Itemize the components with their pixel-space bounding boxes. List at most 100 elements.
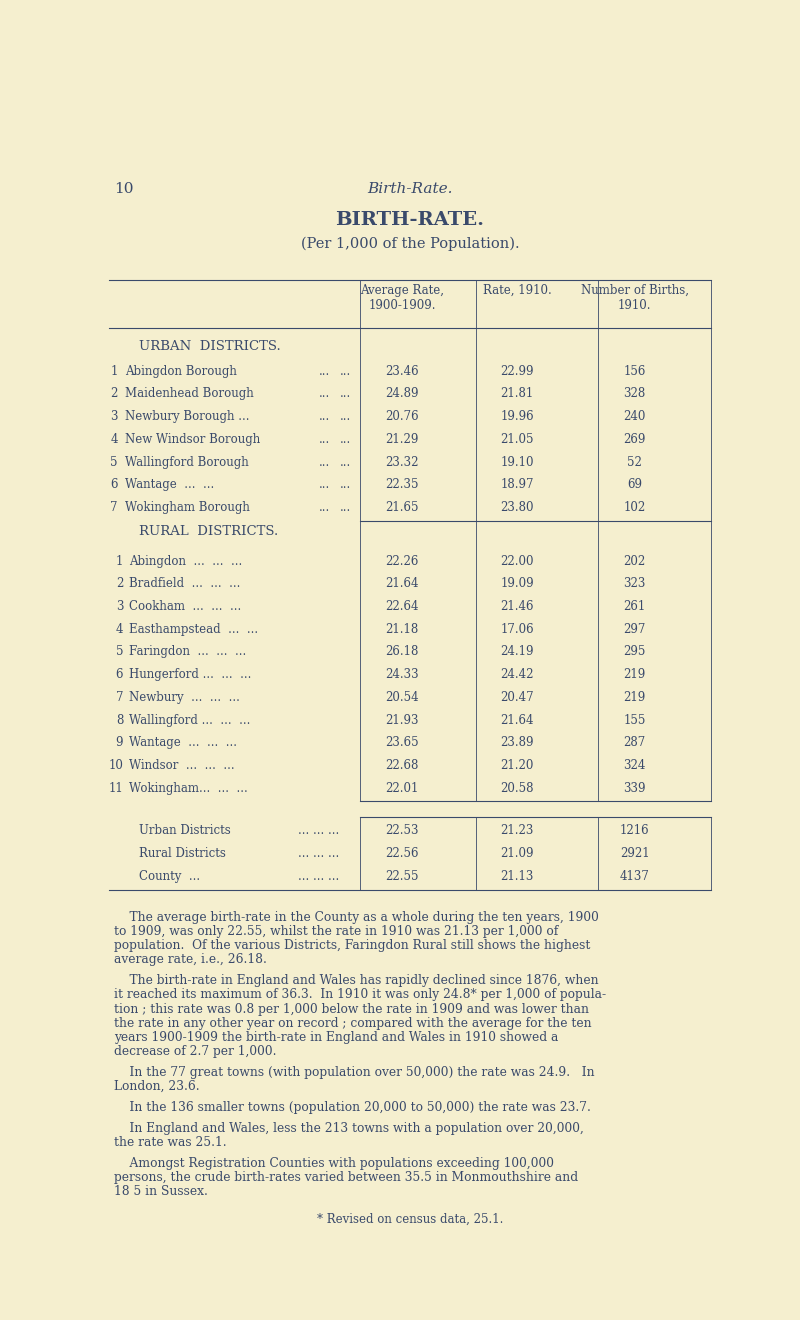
Text: 6: 6 bbox=[110, 478, 118, 491]
Text: ...: ... bbox=[318, 433, 330, 446]
Text: 22.35: 22.35 bbox=[386, 478, 419, 491]
Text: 21.09: 21.09 bbox=[500, 847, 534, 861]
Text: 24.89: 24.89 bbox=[386, 388, 419, 400]
Text: ...: ... bbox=[318, 478, 330, 491]
Text: 21.13: 21.13 bbox=[500, 870, 534, 883]
Text: Wallingford ...  ...  ...: Wallingford ... ... ... bbox=[130, 714, 251, 726]
Text: 8: 8 bbox=[116, 714, 123, 726]
Text: 24.33: 24.33 bbox=[386, 668, 419, 681]
Text: 18.97: 18.97 bbox=[500, 478, 534, 491]
Text: 10: 10 bbox=[108, 759, 123, 772]
Text: London, 23.6.: London, 23.6. bbox=[114, 1080, 199, 1093]
Text: 11: 11 bbox=[109, 781, 123, 795]
Text: 22.53: 22.53 bbox=[386, 825, 419, 837]
Text: 21.93: 21.93 bbox=[386, 714, 419, 726]
Text: 23.65: 23.65 bbox=[386, 737, 419, 750]
Text: ...: ... bbox=[318, 411, 330, 424]
Text: 21.64: 21.64 bbox=[386, 577, 419, 590]
Text: 21.23: 21.23 bbox=[500, 825, 534, 837]
Text: Wokingham Borough: Wokingham Borough bbox=[125, 502, 250, 513]
Text: Bradfield  ...  ...  ...: Bradfield ... ... ... bbox=[130, 577, 241, 590]
Text: 7: 7 bbox=[116, 690, 123, 704]
Text: ...: ... bbox=[318, 455, 330, 469]
Text: 1216: 1216 bbox=[620, 825, 650, 837]
Text: 287: 287 bbox=[624, 737, 646, 750]
Text: 20.58: 20.58 bbox=[500, 781, 534, 795]
Text: Wokingham...  ...  ...: Wokingham... ... ... bbox=[130, 781, 248, 795]
Text: Newbury  ...  ...  ...: Newbury ... ... ... bbox=[130, 690, 240, 704]
Text: 261: 261 bbox=[624, 601, 646, 612]
Text: 7: 7 bbox=[110, 502, 118, 513]
Text: the rate was 25.1.: the rate was 25.1. bbox=[114, 1137, 226, 1150]
Text: 23.46: 23.46 bbox=[386, 364, 419, 378]
Text: Wantage  ...  ...  ...: Wantage ... ... ... bbox=[130, 737, 238, 750]
Text: Faringdon  ...  ...  ...: Faringdon ... ... ... bbox=[130, 645, 246, 659]
Text: 5: 5 bbox=[110, 455, 118, 469]
Text: 22.56: 22.56 bbox=[386, 847, 419, 861]
Text: 2: 2 bbox=[110, 388, 118, 400]
Text: 102: 102 bbox=[624, 502, 646, 513]
Text: Maidenhead Borough: Maidenhead Borough bbox=[125, 388, 254, 400]
Text: 23.80: 23.80 bbox=[500, 502, 534, 513]
Text: 21.29: 21.29 bbox=[386, 433, 419, 446]
Text: population.  Of the various Districts, Faringdon Rural still shows the highest: population. Of the various Districts, Fa… bbox=[114, 940, 590, 952]
Text: 324: 324 bbox=[623, 759, 646, 772]
Text: 323: 323 bbox=[623, 577, 646, 590]
Text: ...: ... bbox=[318, 364, 330, 378]
Text: 155: 155 bbox=[623, 714, 646, 726]
Text: 297: 297 bbox=[623, 623, 646, 636]
Text: 10: 10 bbox=[114, 182, 134, 195]
Text: ... ... ...: ... ... ... bbox=[298, 825, 339, 837]
Text: Hungerford ...  ...  ...: Hungerford ... ... ... bbox=[130, 668, 252, 681]
Text: 26.18: 26.18 bbox=[386, 645, 419, 659]
Text: Easthampstead  ...  ...: Easthampstead ... ... bbox=[130, 623, 258, 636]
Text: URBAN  DISTRICTS.: URBAN DISTRICTS. bbox=[138, 341, 281, 354]
Text: to 1909, was only 22.55, whilst the rate in 1910 was 21.13 per 1,000 of: to 1909, was only 22.55, whilst the rate… bbox=[114, 925, 558, 939]
Text: Abingdon  ...  ...  ...: Abingdon ... ... ... bbox=[130, 554, 242, 568]
Text: Number of Births,
1910.: Number of Births, 1910. bbox=[581, 284, 689, 312]
Text: 22.55: 22.55 bbox=[386, 870, 419, 883]
Text: 18 5 in Sussex.: 18 5 in Sussex. bbox=[114, 1185, 208, 1199]
Text: 23.32: 23.32 bbox=[386, 455, 419, 469]
Text: ...: ... bbox=[340, 411, 351, 424]
Text: 17.06: 17.06 bbox=[500, 623, 534, 636]
Text: it reached its maximum of 36.3.  In 1910 it was only 24.8* per 1,000 of popula-: it reached its maximum of 36.3. In 1910 … bbox=[114, 989, 606, 1002]
Text: 6: 6 bbox=[116, 668, 123, 681]
Text: 22.01: 22.01 bbox=[386, 781, 419, 795]
Text: RURAL  DISTRICTS.: RURAL DISTRICTS. bbox=[138, 525, 278, 539]
Text: BIRTH-RATE.: BIRTH-RATE. bbox=[335, 211, 485, 228]
Text: ...: ... bbox=[340, 478, 351, 491]
Text: In the 77 great towns (with population over 50,000) the rate was 24.9.   In: In the 77 great towns (with population o… bbox=[114, 1065, 594, 1078]
Text: 23.89: 23.89 bbox=[500, 737, 534, 750]
Text: Birth-Rate.: Birth-Rate. bbox=[367, 182, 453, 195]
Text: In England and Wales, less the 213 towns with a population over 20,000,: In England and Wales, less the 213 towns… bbox=[114, 1122, 584, 1135]
Text: Wantage  ...  ...: Wantage ... ... bbox=[125, 478, 214, 491]
Text: ...: ... bbox=[318, 388, 330, 400]
Text: 21.64: 21.64 bbox=[500, 714, 534, 726]
Text: the rate in any other year on record ; compared with the average for the ten: the rate in any other year on record ; c… bbox=[114, 1016, 591, 1030]
Text: 4137: 4137 bbox=[620, 870, 650, 883]
Text: years 1900-1909 the birth-rate in England and Wales in 1910 showed a: years 1900-1909 the birth-rate in Englan… bbox=[114, 1031, 558, 1044]
Text: 22.26: 22.26 bbox=[386, 554, 419, 568]
Text: 1: 1 bbox=[110, 364, 118, 378]
Text: Rural Districts: Rural Districts bbox=[138, 847, 226, 861]
Text: In the 136 smaller towns (population 20,000 to 50,000) the rate was 23.7.: In the 136 smaller towns (population 20,… bbox=[114, 1101, 591, 1114]
Text: persons, the crude birth-rates varied between 35.5 in Monmouthshire and: persons, the crude birth-rates varied be… bbox=[114, 1171, 578, 1184]
Text: 22.99: 22.99 bbox=[500, 364, 534, 378]
Text: 21.46: 21.46 bbox=[500, 601, 534, 612]
Text: Amongst Registration Counties with populations exceeding 100,000: Amongst Registration Counties with popul… bbox=[114, 1158, 554, 1170]
Text: 295: 295 bbox=[623, 645, 646, 659]
Text: 22.00: 22.00 bbox=[500, 554, 534, 568]
Text: 339: 339 bbox=[623, 781, 646, 795]
Text: * Revised on census data, 25.1.: * Revised on census data, 25.1. bbox=[317, 1213, 503, 1225]
Text: The birth-rate in England and Wales has rapidly declined since 1876, when: The birth-rate in England and Wales has … bbox=[114, 974, 598, 987]
Text: (Per 1,000 of the Population).: (Per 1,000 of the Population). bbox=[301, 238, 519, 251]
Text: The average birth-rate in the County as a whole during the ten years, 1900: The average birth-rate in the County as … bbox=[114, 911, 599, 924]
Text: average rate, i.e., 26.18.: average rate, i.e., 26.18. bbox=[114, 953, 267, 966]
Text: 21.05: 21.05 bbox=[500, 433, 534, 446]
Text: 20.47: 20.47 bbox=[500, 690, 534, 704]
Text: 69: 69 bbox=[627, 478, 642, 491]
Text: 202: 202 bbox=[624, 554, 646, 568]
Text: 19.09: 19.09 bbox=[500, 577, 534, 590]
Text: 21.65: 21.65 bbox=[386, 502, 419, 513]
